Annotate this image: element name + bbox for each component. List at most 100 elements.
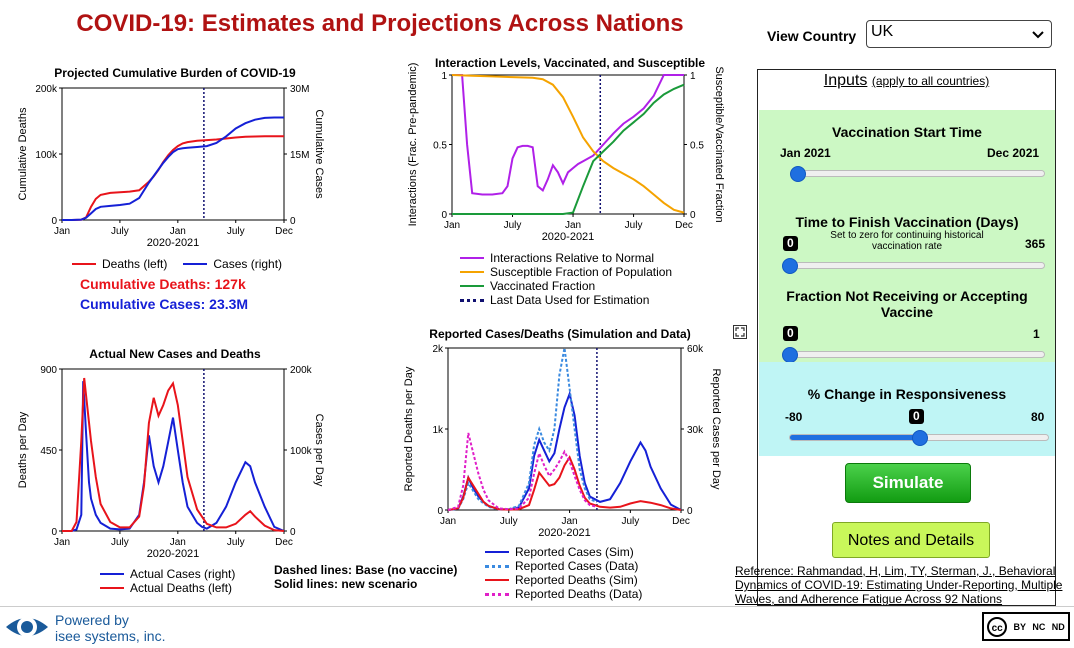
- cumulative-deaths-summary: Cumulative Deaths: 127k: [80, 276, 246, 292]
- creative-commons-badge[interactable]: cc BY NC ND: [982, 612, 1070, 641]
- reported-chart-title: Reported Cases/Deaths (Simulation and Da…: [429, 327, 691, 341]
- vaccination-start-handle[interactable]: [790, 166, 806, 182]
- vaccination-start-slider[interactable]: [791, 170, 1045, 177]
- legend-swatch: [460, 271, 484, 273]
- notes-and-details-button[interactable]: Notes and Details: [832, 522, 990, 558]
- responsiveness-min: -80: [785, 410, 803, 424]
- legend-label: Vaccinated Fraction: [490, 279, 596, 293]
- y-axis-label-right: Cumulative Cases: [313, 109, 325, 199]
- plot-frame: [447, 347, 682, 511]
- legend-item: Actual Deaths (left): [100, 581, 235, 595]
- vaccination-start-min: Jan 2021: [780, 146, 831, 160]
- legend-item: Last Data Used for Estimation: [460, 293, 672, 307]
- y-tick-label-left: 200k: [35, 84, 58, 95]
- legend-item: Vaccinated Fraction: [460, 279, 672, 293]
- legend-item: Reported Cases (Sim): [485, 545, 642, 559]
- y-axis-label-right: Susceptible/Vaccinated Fraction: [713, 66, 725, 222]
- legend-swatch: [100, 573, 124, 575]
- legend-label: Susceptible Fraction of Population: [490, 265, 673, 279]
- fraction-not-slider[interactable]: [785, 351, 1045, 358]
- responsiveness-zone: % Change in Responsiveness -80 0 80: [759, 362, 1055, 456]
- x-tick-label: Jan: [54, 226, 70, 237]
- series-line-reported-deaths-sim-: [447, 455, 682, 511]
- powered-by[interactable]: Powered by isee systems, inc.: [55, 612, 165, 644]
- x-tick-label: Jan: [54, 537, 70, 548]
- time-to-finish-value: 0: [783, 236, 798, 251]
- series-line-cases-right-: [62, 116, 284, 221]
- x-tick-label: Dec: [675, 220, 693, 231]
- y-tick-label-left: 0: [51, 216, 57, 227]
- page-title: COVID-19: Estimates and Projections Acro…: [76, 10, 684, 37]
- series-line-actual-deaths-left-: [62, 377, 285, 532]
- simulate-button[interactable]: Simulate: [845, 463, 971, 503]
- time-to-finish-slider[interactable]: [785, 262, 1045, 269]
- legend-swatch: [485, 564, 509, 568]
- interaction-chart-title: Interaction Levels, Vaccinated, and Susc…: [434, 56, 706, 70]
- responsiveness-value: 0: [909, 409, 924, 424]
- legend-item: Interactions Relative to Normal: [460, 251, 672, 265]
- legend-label: Last Data Used for Estimation: [490, 293, 650, 307]
- y-tick-label-right: 200k: [290, 365, 313, 376]
- legend-item: Deaths (left): [72, 257, 167, 271]
- cumulative-legend: Deaths (left) Cases (right): [72, 257, 282, 271]
- y-axis-label-left: Interactions (Frac. Pre-pandemic): [407, 63, 419, 227]
- legend-label: Reported Cases (Data): [515, 559, 639, 573]
- time-to-finish-label: Time to Finish Vaccination (Days): [795, 214, 1019, 230]
- expand-icon[interactable]: [733, 325, 747, 339]
- x-tick-label: Dec: [275, 226, 293, 237]
- reference-text: : Rahmandad, H, Lim, TY, Sterman, J., Be…: [735, 564, 1063, 606]
- y-axis-label-left: Deaths per Day: [17, 411, 29, 488]
- chevron-down-icon: [1032, 31, 1044, 39]
- solid-lines-note: Solid lines: new scenario: [274, 577, 418, 591]
- legend-item: Reported Deaths (Data): [485, 587, 642, 601]
- responsiveness-handle[interactable]: [912, 430, 928, 446]
- series-line-actual-cases-right-: [62, 381, 285, 532]
- legend-label: Reported Deaths (Sim): [515, 573, 638, 587]
- y-tick-label-left: 100k: [35, 150, 58, 161]
- y-axis-label-left: Cumulative Deaths: [17, 107, 29, 200]
- company-name: isee systems, inc.: [55, 628, 166, 644]
- reference-link[interactable]: Reference: Rahmandad, H, Lim, TY, Sterma…: [735, 564, 1065, 606]
- nc-icon: NC: [1032, 621, 1046, 632]
- y-tick-label-right: 0: [290, 527, 296, 538]
- y-tick-label-right: 0: [687, 506, 693, 517]
- x-tick-label: July: [111, 226, 129, 237]
- time-to-finish-max: 365: [1025, 237, 1046, 251]
- legend-label: Deaths (left): [102, 257, 168, 271]
- x-tick-label: July: [111, 537, 129, 548]
- y-tick-label-right: 0.5: [690, 141, 704, 152]
- country-select[interactable]: UK: [866, 20, 1052, 48]
- y-tick-label-left: 0: [441, 210, 447, 221]
- legend-swatch-cases: [183, 263, 208, 265]
- view-country-label: View Country: [767, 28, 857, 44]
- y-axis-label-right: Reported Cases per Day: [710, 368, 722, 490]
- y-tick-label-right: 60k: [687, 344, 704, 355]
- x-tick-label: July: [227, 226, 245, 237]
- y-tick-label-left: 1: [441, 71, 447, 82]
- y-tick-label-left: 0: [51, 527, 57, 538]
- y-tick-label-left: 450: [40, 446, 57, 457]
- responsiveness-label: % Change in Responsiveness: [807, 386, 1007, 402]
- legend-item: Cases (right): [183, 257, 282, 271]
- powered-by-label: Powered by: [55, 612, 129, 628]
- y-tick-label-left: 2k: [432, 344, 444, 355]
- vaccination-start-label: Vaccination Start Time: [832, 124, 982, 140]
- fraction-not-handle[interactable]: [782, 347, 798, 363]
- time-to-finish-handle[interactable]: [782, 258, 798, 274]
- legend-swatch: [460, 285, 484, 287]
- inputs-heading: Inputs (apply to all countries): [758, 72, 1055, 90]
- series-line-interactions-relative-to-normal: [452, 74, 684, 196]
- x-tick-label: Jan: [565, 220, 581, 231]
- plot-frame: [61, 368, 285, 532]
- y-tick-label-right: 15M: [290, 150, 309, 161]
- legend-item: Actual Cases (right): [100, 567, 235, 581]
- legend-label: Actual Cases (right): [130, 567, 236, 581]
- y-tick-label-right: 1: [690, 71, 696, 82]
- legend-swatch: [485, 592, 509, 596]
- series-line-reported-deaths-data-: [447, 432, 598, 511]
- x-tick-label: Jan: [440, 516, 456, 527]
- series-line-susceptible-fraction-of-population: [451, 74, 685, 214]
